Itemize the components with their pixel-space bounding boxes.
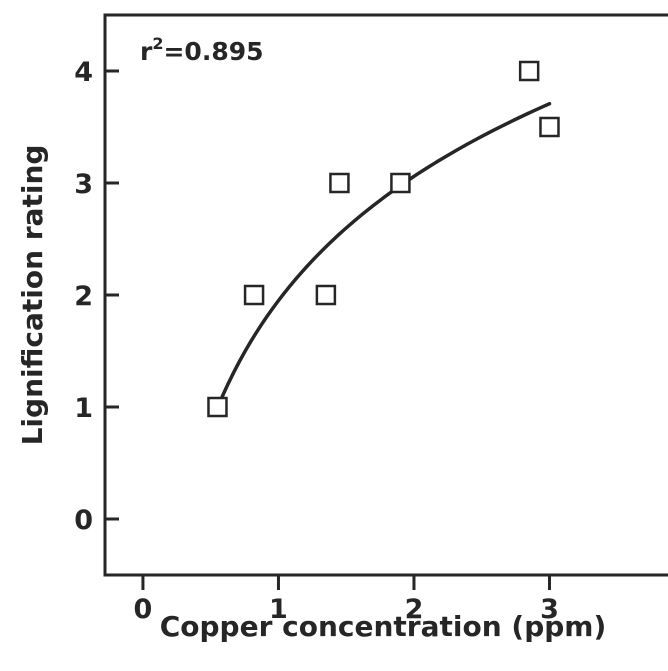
y-axis-ticks: 0 1 2 3 4 — [74, 57, 119, 536]
r-squared-exponent: 2 — [152, 34, 163, 53]
x-axis-title: Copper concentration (ppm) — [160, 610, 607, 643]
data-point-square — [207, 396, 228, 418]
x-tick-label: 3 — [540, 594, 559, 625]
y-tick-label: 3 — [74, 169, 93, 200]
x-tick-label: 2 — [405, 594, 424, 625]
y-tick-label: 4 — [74, 57, 93, 88]
data-point-square — [329, 172, 350, 194]
data-point-square — [315, 284, 337, 306]
data-points — [207, 60, 560, 418]
r-squared-value: =0.895 — [163, 37, 263, 66]
plot-frame — [103, 13, 668, 577]
y-axis-title: Lignification rating — [16, 145, 49, 446]
y-tick-label: 1 — [74, 393, 93, 424]
y-tick-label: 2 — [74, 281, 93, 312]
r-squared-base: r — [140, 37, 153, 66]
data-point-square — [539, 116, 560, 138]
data-point-square — [518, 60, 540, 82]
data-point-square — [243, 284, 265, 306]
fit-curve-group — [215, 101, 552, 410]
r-squared-annotation: r2=0.895 — [140, 34, 264, 66]
x-tick-label: 0 — [134, 594, 153, 625]
x-tick-label: 1 — [269, 594, 288, 625]
fit-curve — [215, 101, 552, 410]
data-point-square — [390, 172, 411, 194]
y-tick-label: 0 — [74, 505, 93, 536]
